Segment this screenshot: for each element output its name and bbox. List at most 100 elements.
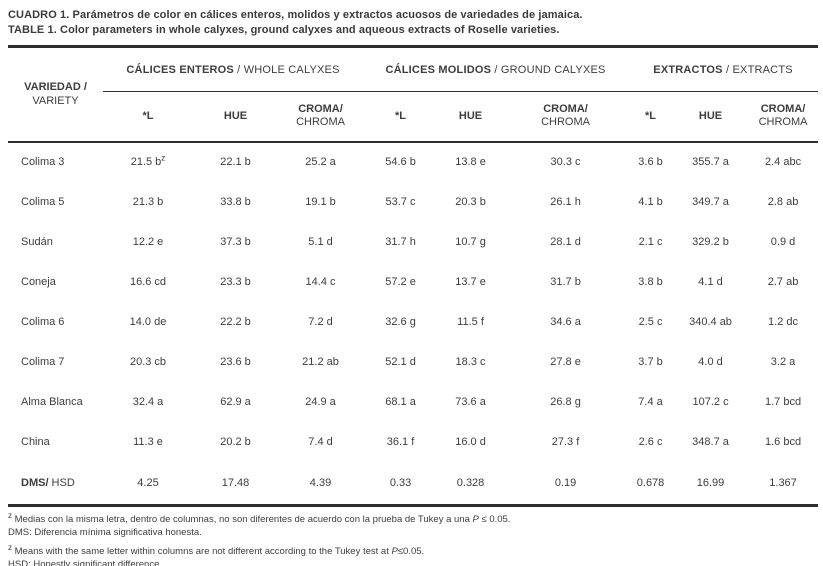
- cell-value: 4.0 d: [698, 355, 723, 368]
- cell-value: 14.4 c: [305, 275, 336, 288]
- variety-label: Colima 3: [21, 156, 65, 168]
- footnote-superscript: z: [8, 510, 12, 520]
- cell-value: 31.7 h: [385, 235, 416, 248]
- cell-value: 32.6 g: [385, 315, 416, 328]
- cell-value: 23.6 b: [220, 355, 251, 368]
- col-header-hue-ground: HUE: [438, 91, 504, 143]
- cell-value: 2.1 c: [638, 235, 663, 248]
- cell-value: 21.3 b: [132, 195, 164, 208]
- cell-value: 0.9 d: [770, 235, 796, 248]
- cell-value: 4.1 b: [638, 195, 663, 208]
- cell-value: 73.6 a: [455, 395, 486, 408]
- cell-value: 0.678: [628, 461, 674, 507]
- col-header-l-extract: *L: [628, 91, 674, 143]
- cell-value: 52.1 d: [385, 355, 416, 368]
- cell-value: 62.9 a: [220, 395, 251, 408]
- cell-value: 13.7 e: [455, 275, 486, 288]
- cell-value: 7.4 a: [638, 395, 663, 408]
- cell-value: 26.1 h: [550, 195, 581, 208]
- cell-value: 3.8 b: [638, 275, 663, 288]
- cell-value: 340.4 ab: [689, 315, 732, 328]
- cell-value: 19.1 b: [305, 195, 336, 208]
- table-row-sudan: Sudán 12.2 e 37.3 b 5.1 d 31.7 h 10.7 g …: [8, 222, 818, 262]
- table-row-colima-5: Colima 5 21.3 b 33.8 b 19.1 b 53.7 c 20.…: [8, 182, 818, 222]
- cell-value: 13.8 e: [455, 156, 486, 168]
- footnote-block-es: z Medias con la misma letra, dentro de c…: [8, 510, 816, 539]
- variety-label: Colima 5: [21, 195, 65, 208]
- cell-value: 0.33: [363, 461, 439, 507]
- cell-value: 348.7 a: [692, 435, 729, 448]
- table-row-colima-3: Colima 3 21.5 bz 22.1 b 25.2 a 54.6 b 13…: [8, 142, 818, 182]
- table-row-colima-7: Colima 7 20.3 cb 23.6 b 21.2 ab 52.1 d 1…: [8, 342, 818, 382]
- cell-value: 68.1 a: [385, 395, 416, 408]
- cell-value: 23.3 b: [220, 275, 251, 288]
- footnote-superscript: z: [8, 542, 12, 552]
- group-header-extracts: EXTRACTOS / EXTRACTS: [628, 46, 819, 92]
- table-row-china: China 11.3 e 20.2 b 7.4 d 36.1 f 16.0 d …: [8, 422, 818, 462]
- variety-label: Alma Blanca: [21, 395, 83, 408]
- col-header-hue-extract: HUE: [673, 91, 749, 143]
- cell-value: 11.3 e: [133, 435, 163, 448]
- cell-value: 14.0 de: [129, 315, 167, 328]
- variety-label: Colima 6: [21, 315, 65, 328]
- footnote-dms-es: DMS: Diferencia mínima significativa hon…: [8, 527, 202, 538]
- cell-value: 36.1 f: [386, 435, 415, 448]
- cell-value: 20.2 b: [220, 435, 251, 448]
- cell-value: 2.5 c: [638, 315, 663, 328]
- cell-value: 21.5 bz: [130, 153, 166, 168]
- table-caption-en: TABLE 1. Color parameters in whole calyx…: [8, 24, 560, 36]
- variety-label: China: [21, 435, 50, 448]
- cell-value: 5.1 d: [308, 235, 333, 248]
- cell-value: 30.3 c: [550, 156, 581, 168]
- variety-label: Colima 7: [21, 355, 65, 368]
- table-row-coneja: Coneja 16.6 cd 23.3 b 14.4 c 57.2 e 13.7…: [8, 262, 818, 302]
- cell-value: 34.6 a: [550, 315, 581, 328]
- cell-value: 10.7 g: [455, 235, 486, 248]
- cell-value: 22.2 b: [220, 315, 251, 328]
- cell-value: 3.6 b: [638, 156, 663, 168]
- variety-label: Sudán: [21, 235, 53, 248]
- col-header-chroma-extract: CROMA/CHROMA: [748, 91, 819, 143]
- cell-value: 17.48: [193, 461, 278, 507]
- col-header-chroma-whole: CROMA/CHROMA: [278, 91, 364, 143]
- cell-value: 1.6 bcd: [764, 435, 802, 448]
- group-header-whole-calyxes: CÁLICES ENTEROS / WHOLE CALYXES: [103, 46, 364, 92]
- column-header-variety: VARIEDAD / VARIETY: [8, 46, 103, 143]
- cell-value: 7.2 d: [308, 315, 333, 328]
- col-header-l-ground: *L: [363, 91, 439, 143]
- footnote-tukey-en: z Means with the same letter within colu…: [8, 542, 425, 557]
- footnote-hsd-en: HSD: Honestly significant difference.: [8, 559, 163, 566]
- cell-value: 27.8 e: [550, 355, 581, 368]
- cell-value: 37.3 b: [220, 235, 251, 248]
- cell-value: 2.8 ab: [767, 195, 799, 208]
- table-caption: CUADRO 1. Parámetros de color en cálices…: [8, 8, 816, 38]
- cell-value: 2.7 ab: [767, 275, 799, 288]
- cell-value: 0.328: [438, 461, 504, 507]
- cell-value: 2.4 abc: [764, 156, 802, 168]
- cell-value: 11.5 f: [457, 315, 484, 328]
- table-row-colima-6: Colima 6 14.0 de 22.2 b 7.2 d 32.6 g 11.…: [8, 302, 818, 342]
- cell-value: 3.2 a: [770, 355, 796, 368]
- col-header-l-whole: *L: [103, 91, 193, 143]
- table-caption-es: CUADRO 1. Parámetros de color en cálices…: [8, 9, 583, 21]
- cell-value: 22.1 b: [220, 156, 251, 168]
- variety-label: Coneja: [21, 275, 56, 288]
- cell-value: 31.7 b: [550, 275, 581, 288]
- cell-value: 20.3 b: [455, 195, 486, 208]
- cell-value: 4.39: [278, 461, 364, 507]
- dms-hsd-label: DMS/ HSD: [8, 461, 103, 507]
- cell-value: 3.7 b: [638, 355, 663, 368]
- cell-value: 20.3 cb: [129, 355, 167, 368]
- tukey-superscript: z: [161, 153, 166, 163]
- cell-value: 16.0 d: [455, 435, 486, 448]
- cell-value: 27.3 f: [551, 435, 580, 448]
- group-header-ground-calyxes: CÁLICES MOLIDOS / GROUND CALYXES: [363, 46, 629, 92]
- cell-value: 0.19: [503, 461, 629, 507]
- group-header-row: VARIEDAD / VARIETY CÁLICES ENTEROS / WHO…: [8, 46, 819, 143]
- table-row-dms-hsd: DMS/ HSD 4.25 17.48 4.39 0.33 0.328 0.19…: [8, 461, 819, 507]
- cell-value: 349.7 a: [692, 195, 729, 208]
- cell-value: 107.2 c: [692, 395, 729, 408]
- cell-value: 53.7 c: [385, 195, 416, 208]
- cell-value: 54.6 b: [385, 156, 416, 168]
- cell-value: 26.8 g: [550, 395, 581, 408]
